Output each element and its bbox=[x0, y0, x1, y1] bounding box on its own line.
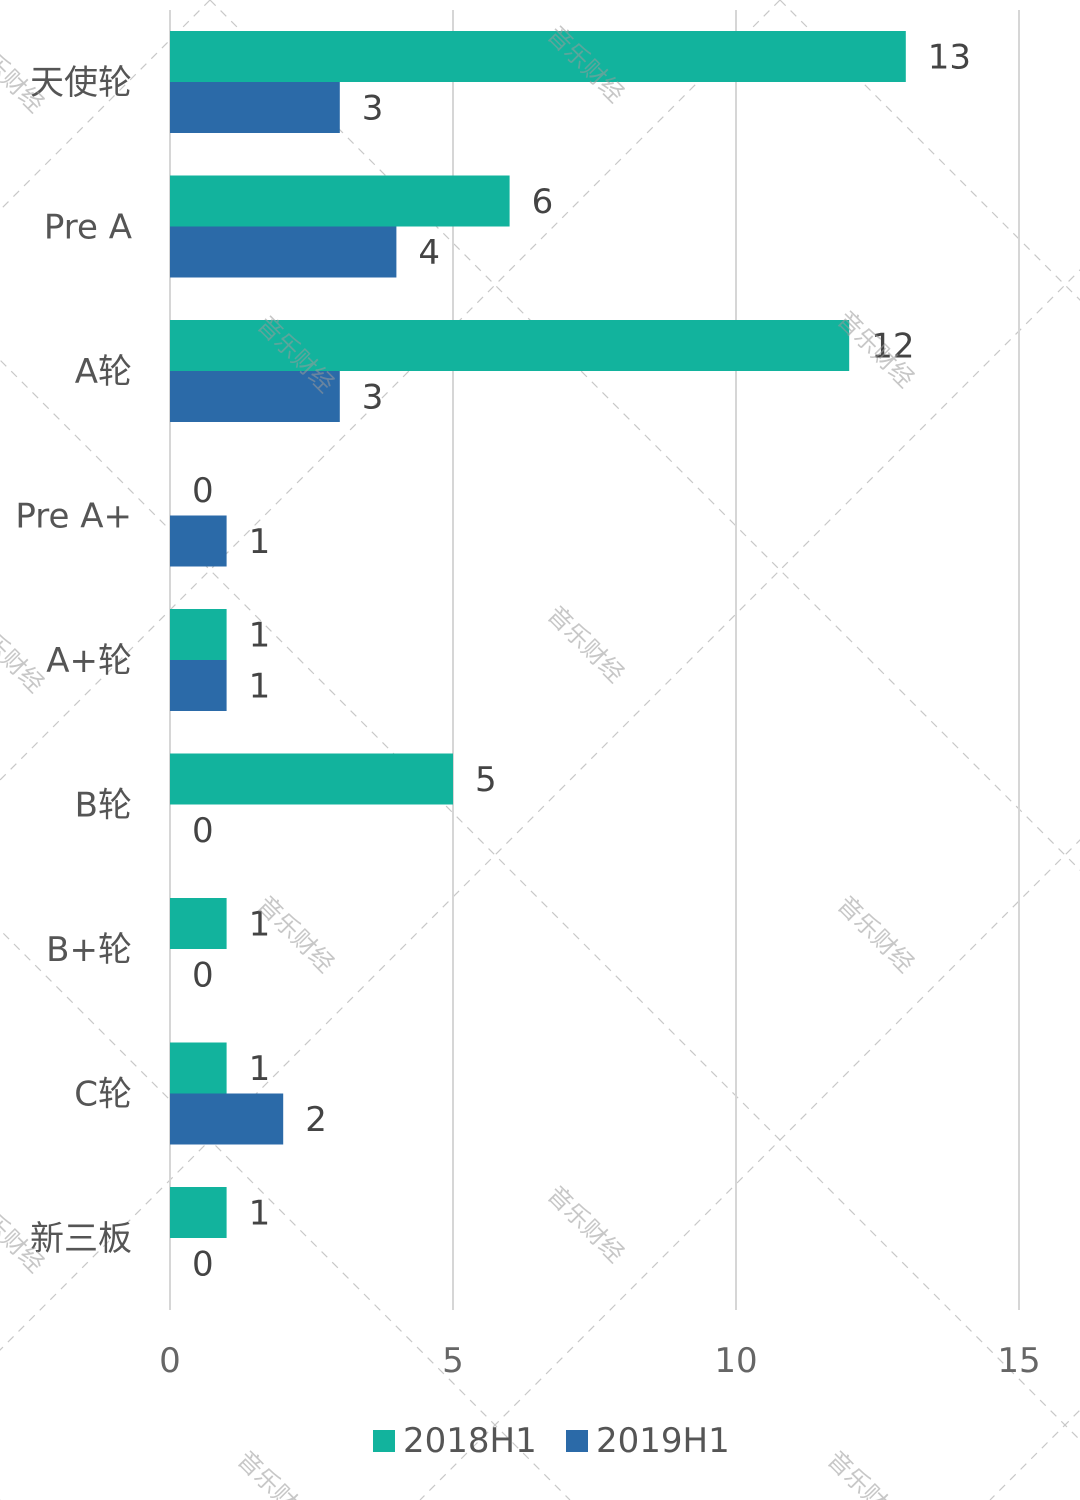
data-label: 1 bbox=[249, 667, 271, 707]
data-label: 4 bbox=[418, 233, 440, 273]
data-label: 1 bbox=[249, 522, 271, 562]
data-label: 0 bbox=[192, 956, 214, 996]
data-label: 6 bbox=[532, 182, 554, 222]
x-tick-label: 5 bbox=[442, 1341, 464, 1381]
bars bbox=[170, 31, 906, 1238]
bar bbox=[170, 1093, 284, 1145]
bar bbox=[170, 226, 397, 278]
bar bbox=[170, 515, 227, 567]
category-label: Pre A+ bbox=[15, 497, 132, 537]
x-tick-label: 0 bbox=[159, 1341, 181, 1381]
category-label: B+轮 bbox=[46, 930, 132, 970]
category-label: 新三板 bbox=[30, 1219, 132, 1259]
bar bbox=[170, 1187, 227, 1238]
bg-diagonal-line bbox=[419, 839, 1080, 1500]
category-label: C轮 bbox=[74, 1075, 132, 1115]
bg-diagonal-line bbox=[989, 1409, 1080, 1500]
watermark-text: 音乐财经 bbox=[232, 1446, 320, 1500]
data-label: 1 bbox=[249, 616, 271, 656]
category-label: Pre A bbox=[44, 208, 132, 248]
legend-label: 2019H1 bbox=[596, 1421, 730, 1461]
bar bbox=[170, 660, 227, 711]
bar bbox=[170, 175, 510, 227]
category-label: 天使轮 bbox=[30, 63, 132, 103]
legend-swatch bbox=[566, 1430, 588, 1452]
watermark-text: 音乐财经 bbox=[822, 1446, 910, 1500]
bar bbox=[170, 31, 906, 82]
data-label: 3 bbox=[362, 89, 384, 129]
bar bbox=[170, 82, 340, 133]
data-label: 12 bbox=[871, 327, 914, 367]
watermark-text: 音乐财经 bbox=[0, 611, 49, 699]
data-label: 13 bbox=[928, 38, 971, 78]
x-tick-label: 15 bbox=[997, 1341, 1040, 1381]
data-label: 2 bbox=[305, 1100, 327, 1140]
data-label: 1 bbox=[249, 1194, 271, 1234]
bar bbox=[170, 320, 850, 371]
data-label: 0 bbox=[192, 811, 214, 851]
watermark-text: 音乐财经 bbox=[832, 891, 920, 979]
x-tick-label: 10 bbox=[714, 1341, 757, 1381]
x-tick-labels: 0 5 10 15 bbox=[159, 1341, 1040, 1381]
bar bbox=[170, 1042, 227, 1094]
data-label: 0 bbox=[192, 471, 214, 511]
data-label: 1 bbox=[249, 1049, 271, 1089]
legend: 2018H1 2019H1 bbox=[373, 1421, 730, 1461]
bar bbox=[170, 753, 453, 805]
legend-swatch bbox=[373, 1430, 395, 1452]
watermark-text: 音乐财经 bbox=[542, 1181, 630, 1269]
data-label: 3 bbox=[362, 378, 384, 418]
legend-label: 2018H1 bbox=[403, 1421, 537, 1461]
bg-diagonal-line bbox=[779, 0, 1080, 301]
bar bbox=[170, 609, 227, 660]
category-label: B轮 bbox=[75, 786, 132, 826]
data-label: 1 bbox=[249, 905, 271, 945]
category-label: A轮 bbox=[75, 352, 132, 392]
bar bbox=[170, 898, 227, 949]
data-label: 0 bbox=[192, 1245, 214, 1285]
watermark-text: 音乐财经 bbox=[542, 601, 630, 689]
bar bbox=[170, 371, 340, 422]
category-label: A+轮 bbox=[46, 641, 132, 681]
data-label: 5 bbox=[475, 760, 497, 800]
